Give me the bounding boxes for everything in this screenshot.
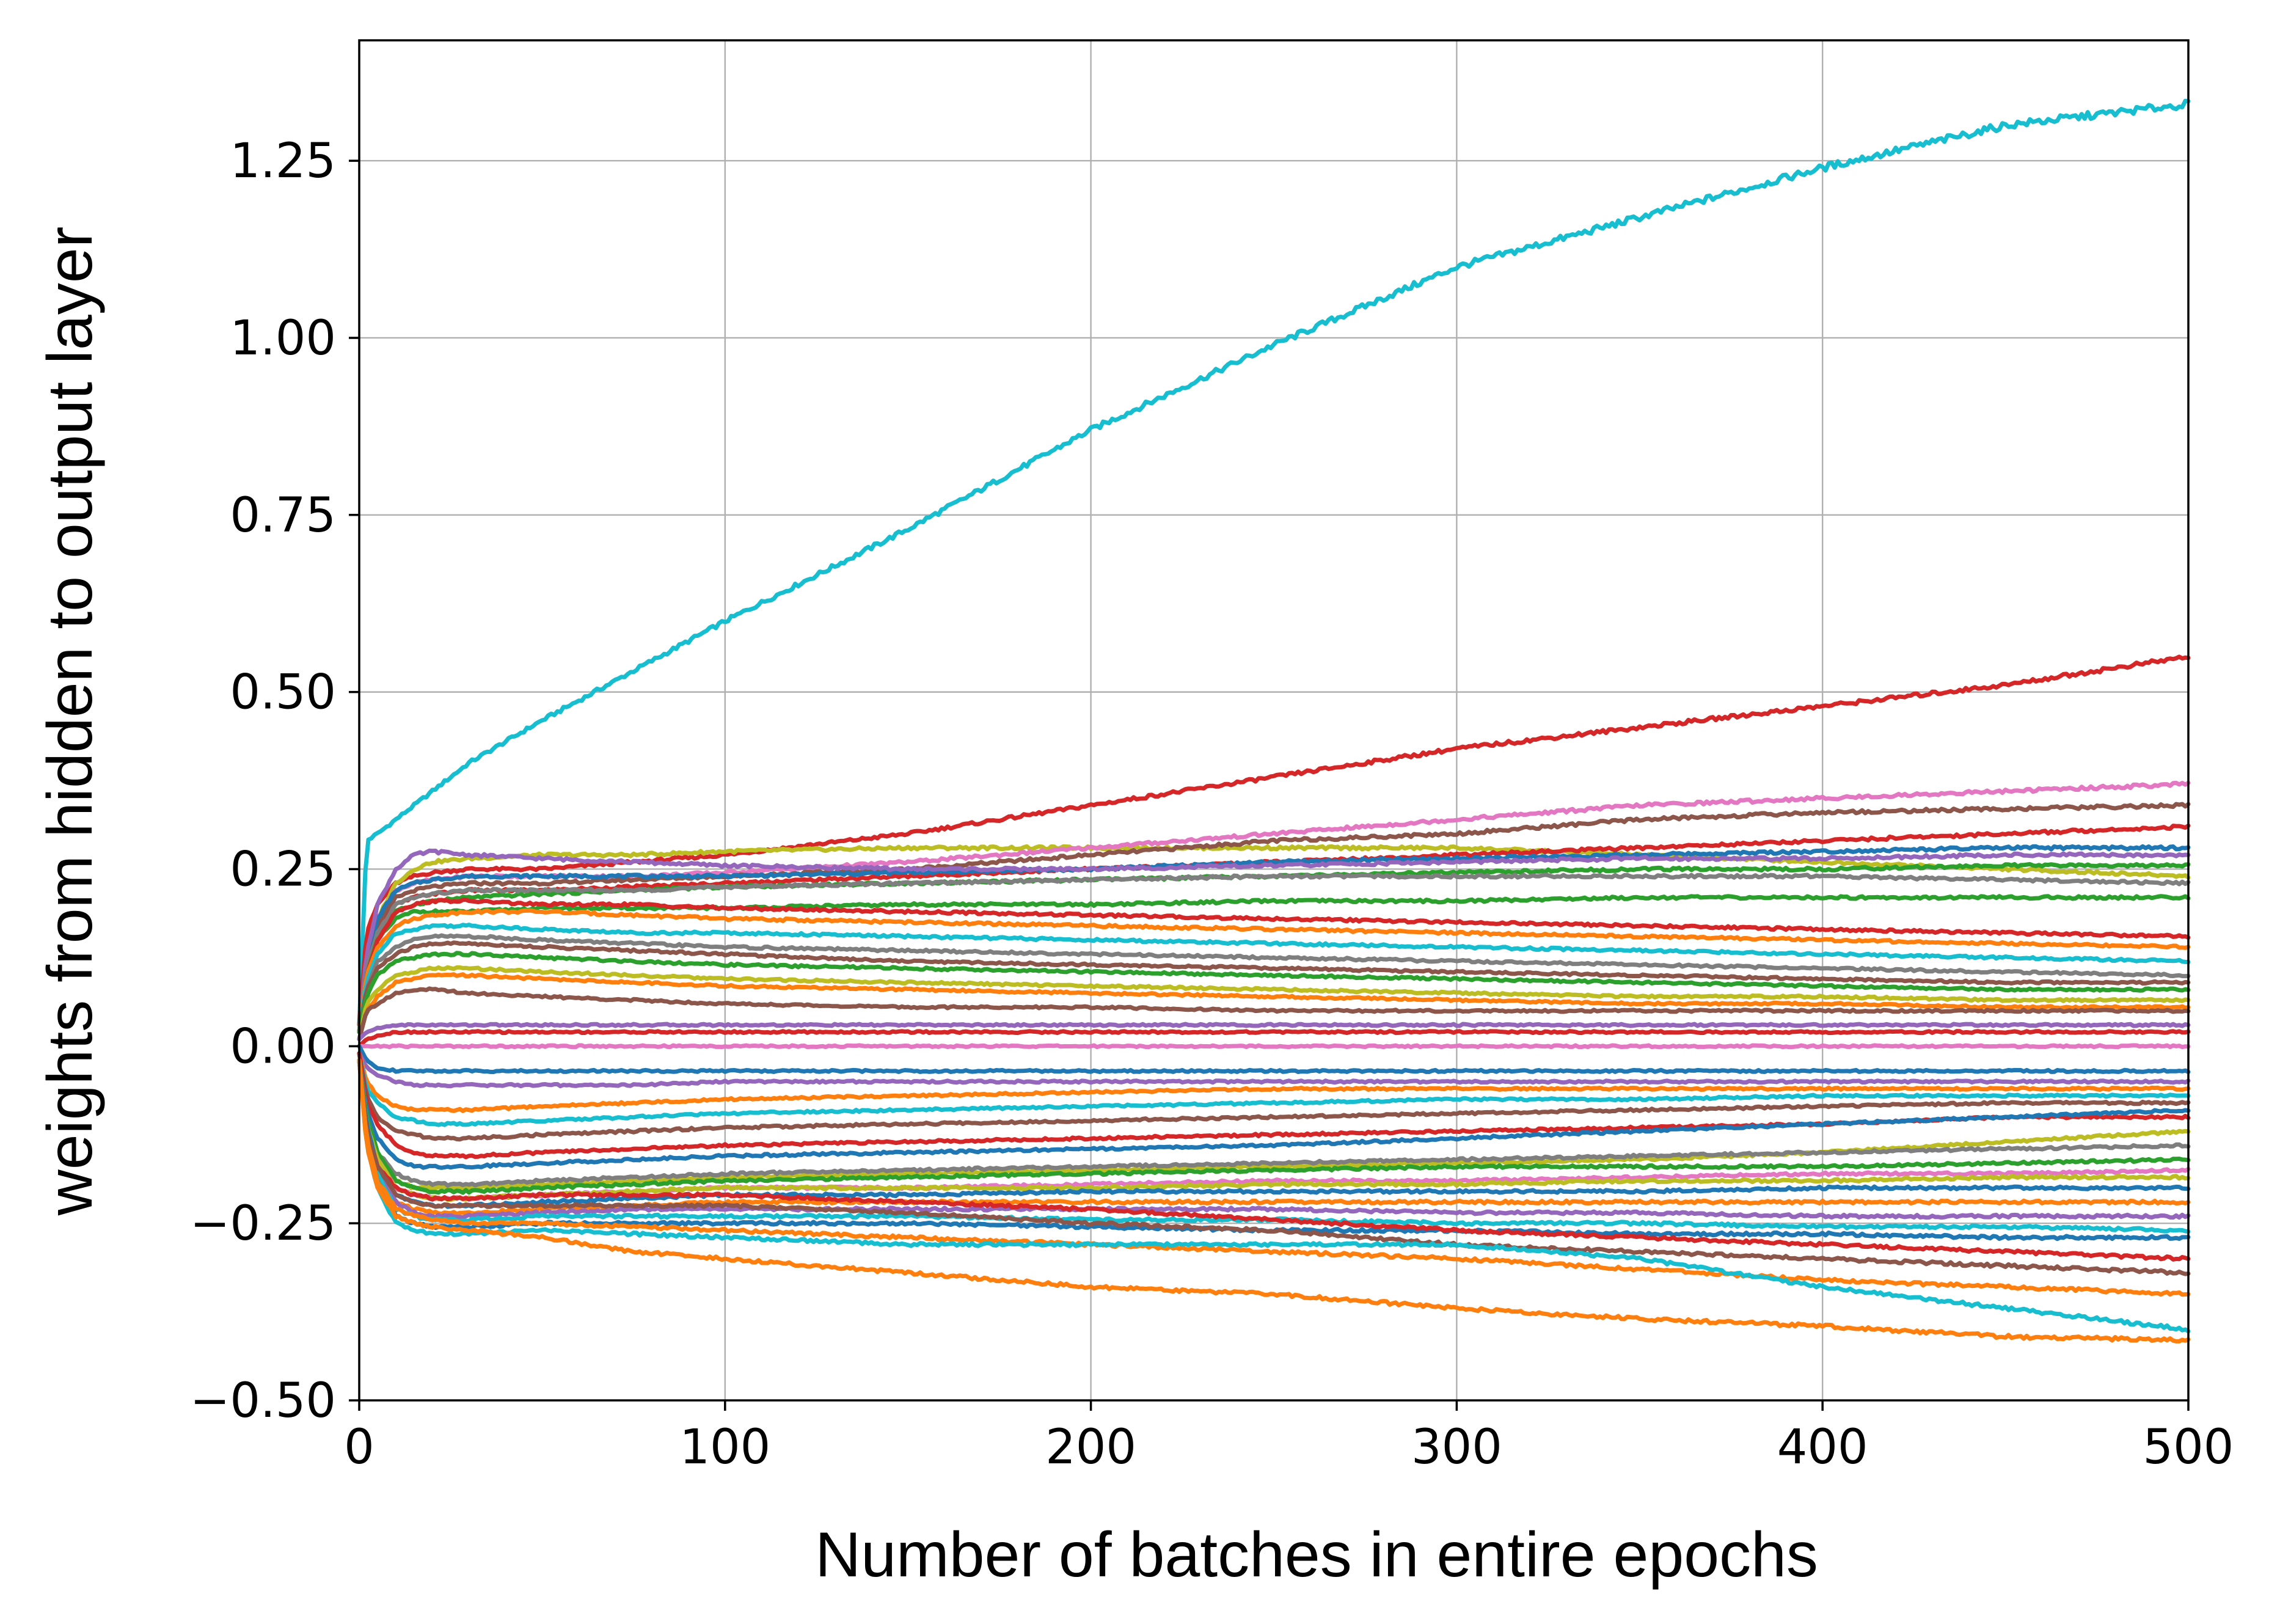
y-tick-label: 0.50 <box>230 665 336 720</box>
series-line-10 <box>357 872 2191 1034</box>
y-tick-label: 1.25 <box>230 134 336 189</box>
y-tick-label: −0.50 <box>190 1373 336 1428</box>
y-tick-label: −0.25 <box>190 1196 336 1251</box>
series-line-28 <box>357 1051 2191 1142</box>
series-line-31 <box>357 1058 2191 1191</box>
series-line-38 <box>357 1058 2191 1220</box>
series-line-2 <box>357 654 2191 1027</box>
y-tick-label: 1.00 <box>230 311 336 366</box>
series-line-27 <box>357 1051 2191 1127</box>
series-line-36 <box>357 1058 2191 1209</box>
series-line-3 <box>357 844 2191 1034</box>
series-line-7 <box>357 844 2191 1034</box>
series-line-45 <box>357 1058 2191 1344</box>
series-line-32 <box>357 1058 2191 1188</box>
series-line-1 <box>357 98 2191 1027</box>
series-line-11 <box>357 894 2191 1034</box>
series-line-43 <box>357 1058 2191 1297</box>
series-line-33 <box>357 1058 2191 1195</box>
plot-frame <box>358 39 2190 1402</box>
series-line-24 <box>357 1044 2191 1074</box>
y-tick-label: 0.75 <box>230 488 336 543</box>
x-tick-label: 500 <box>2143 1420 2234 1475</box>
x-tick-label: 400 <box>1777 1420 1868 1475</box>
x-tick-label: 200 <box>1045 1420 1136 1475</box>
series-line-15 <box>357 933 2191 1034</box>
series-line-22 <box>357 1029 2191 1048</box>
plot-area <box>357 98 2191 1344</box>
series-line-18 <box>357 965 2191 1042</box>
axes: 0 100 200 300 400 500 −0.50 −0.25 0.00 0.25 0.50 0.… <box>190 39 2234 1475</box>
series-line-16 <box>357 940 2191 1034</box>
series-line-14 <box>357 923 2191 1034</box>
series-line-44 <box>357 1058 2191 1334</box>
x-tick-label: 300 <box>1411 1420 1502 1475</box>
series-line-13 <box>357 908 2191 1034</box>
series-line-30 <box>357 1058 2191 1170</box>
y-tick-label: 0.00 <box>230 1019 336 1074</box>
series-line-17 <box>357 951 2191 1034</box>
series-line-41 <box>357 1058 2191 1262</box>
series-line-8 <box>357 848 2191 1034</box>
x-axis-title: Number of batches in entire epochs <box>815 1520 1818 1590</box>
y-tick-label: 0.25 <box>230 842 336 897</box>
series-line-19 <box>357 972 2191 1042</box>
series-line-26 <box>357 1051 2191 1113</box>
series-line-20 <box>357 986 2191 1042</box>
series-line-25 <box>357 1051 2191 1089</box>
y-axis-title: weights from hidden to output layer <box>35 227 106 1216</box>
x-tick-label: 0 <box>344 1420 375 1475</box>
series-line-21 <box>357 1022 2191 1042</box>
series-line-42 <box>357 1058 2191 1276</box>
x-tick-label: 100 <box>679 1420 770 1475</box>
series-line-23 <box>357 1043 2191 1050</box>
series-line-12 <box>357 898 2191 1034</box>
series-line-35 <box>357 1058 2191 1202</box>
